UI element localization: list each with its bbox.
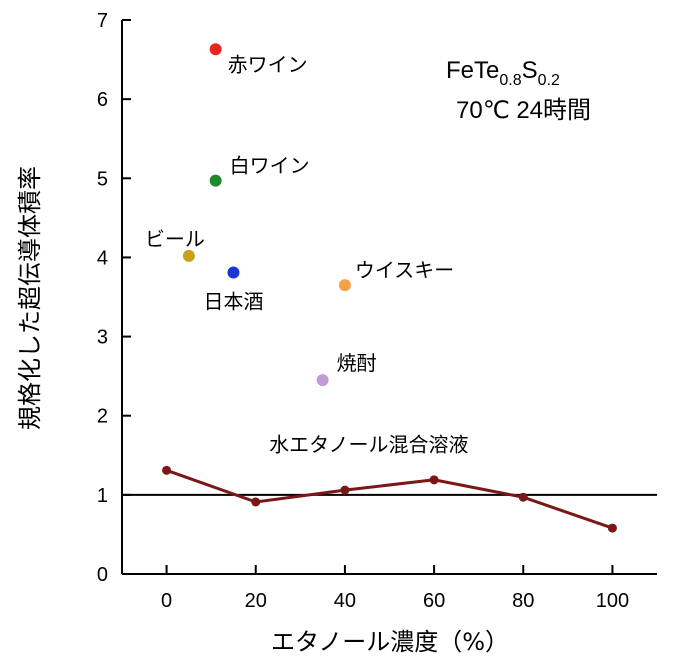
data-point [182,249,195,262]
series-label: 水エタノール混合溶液 [269,432,468,456]
data-point [227,266,240,279]
series-line [166,468,613,530]
x-tick-label: 20 [245,590,267,612]
formula-base-2: S [522,57,538,84]
series-point [340,485,350,495]
y-axis-title: 規格化した超伝導体積率 [16,166,44,430]
x-tick-label: 60 [423,590,445,612]
data-point-label: 白ワイン [230,154,310,178]
formula-base-1: FeTe [446,57,499,84]
y-tick-label: 3 [97,327,108,349]
condition-annotation: 70℃ 24時間 [456,97,591,124]
data-point-label: ビール [145,227,205,251]
data-point-label: 赤ワイン [228,52,308,76]
y-tick-label: 5 [97,168,108,190]
series-layer: 水エタノール混合溶液 [162,432,617,533]
series-point [607,523,617,533]
y-tick-label: 2 [97,406,108,428]
data-point-label: 焼酎 [337,351,377,375]
series-point [251,497,261,507]
data-point-label: ウイスキー [355,258,454,282]
series-point [518,492,528,502]
y-tick-label: 4 [97,247,108,269]
data-point-label: 日本酒 [203,289,263,313]
series-point [162,465,172,475]
y-tick-label: 6 [97,89,108,111]
x-tick-label: 0 [161,590,172,612]
x-tick-label: 80 [512,590,534,612]
formula-sub-2: 0.2 [538,72,560,89]
y-tick-label: 1 [97,485,108,507]
x-tick-label: 40 [334,590,356,612]
series-point [429,475,439,485]
x-axis-title: エタノール濃度（%） [271,628,509,656]
y-ticks: 0 1 2 3 4 5 6 7 [97,10,131,586]
data-point [209,174,222,187]
x-tick-label: 100 [596,590,629,612]
y-tick-label: 7 [97,10,108,32]
formula-sub-1: 0.8 [499,72,521,89]
formula-annotation: FeTe0.8S0.2 [446,57,560,89]
x-ticks: 0 20 40 60 80 100 [161,565,629,612]
y-tick-label: 0 [97,564,108,586]
data-point [338,279,351,292]
data-point [209,43,222,56]
data-point [316,374,329,387]
